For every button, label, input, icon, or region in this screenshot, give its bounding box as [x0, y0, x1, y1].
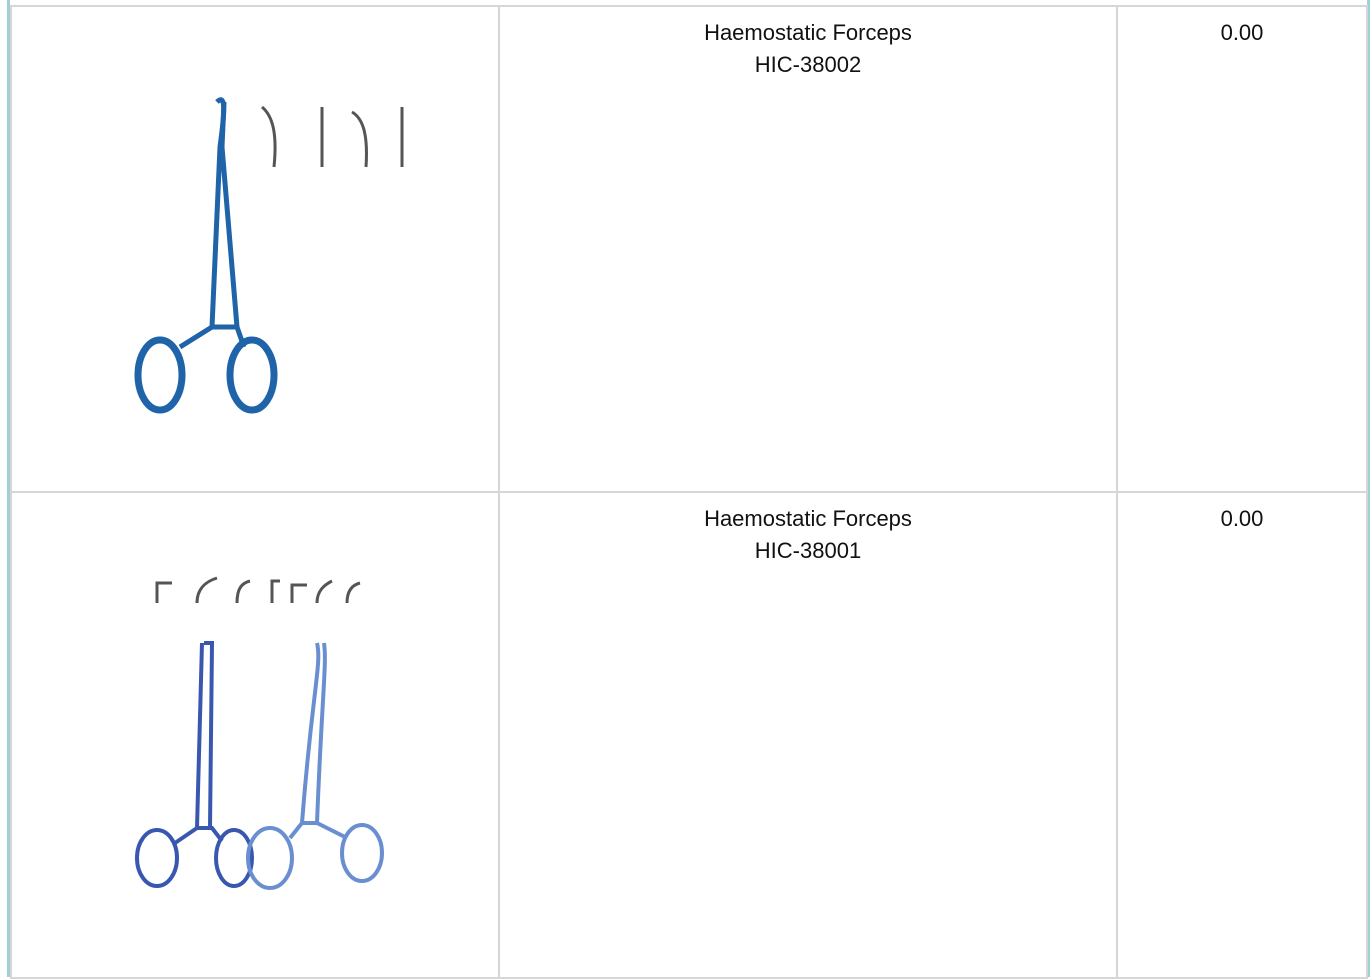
- product-code: HIC-38002: [754, 52, 862, 77]
- product-price: 0.00: [1220, 506, 1264, 531]
- product-image-cell: [10, 491, 500, 979]
- name-cell: Haemostatic Forceps HIC-38001: [498, 491, 1118, 979]
- product-row: Haemostatic Forceps HIC-38001 0.00: [10, 491, 1368, 979]
- product-row: Haemostatic Forceps HIC-38002 0.00: [10, 5, 1368, 493]
- product-table: Haemostatic Forceps HIC-38002 0.00: [10, 5, 1368, 979]
- product-name: Haemostatic Forceps: [704, 20, 912, 45]
- product-image-cell: [10, 5, 500, 493]
- product-image: [135, 576, 384, 890]
- product-image: [134, 97, 404, 414]
- price-cell: 0.00: [1116, 491, 1368, 979]
- name-cell: Haemostatic Forceps HIC-38002: [498, 5, 1118, 493]
- price-cell: 0.00: [1116, 5, 1368, 493]
- product-price: 0.00: [1220, 20, 1264, 45]
- product-name: Haemostatic Forceps: [704, 506, 912, 531]
- product-code: HIC-38001: [754, 538, 862, 563]
- frame: [7, 0, 1370, 977]
